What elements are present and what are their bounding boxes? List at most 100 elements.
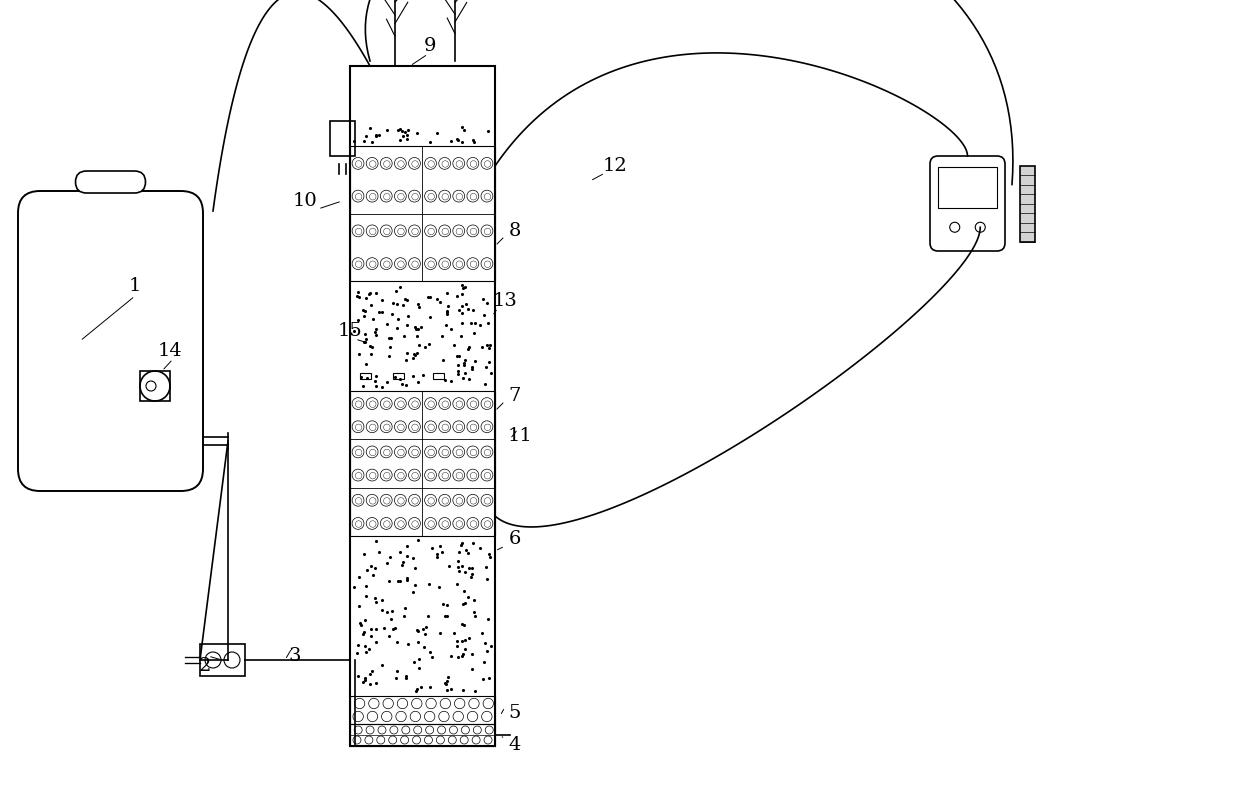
Point bbox=[366, 130, 386, 143]
Point bbox=[355, 614, 374, 626]
Point bbox=[465, 609, 485, 622]
Point bbox=[393, 298, 413, 311]
Point bbox=[448, 289, 467, 302]
Point bbox=[403, 352, 423, 364]
Point bbox=[356, 640, 376, 653]
Point bbox=[448, 554, 467, 567]
Point bbox=[398, 132, 418, 145]
Point bbox=[356, 357, 376, 370]
Point bbox=[366, 287, 386, 300]
Point bbox=[441, 682, 461, 695]
Point bbox=[448, 133, 467, 146]
Point bbox=[389, 372, 409, 385]
Point bbox=[419, 136, 439, 149]
Point bbox=[454, 356, 474, 369]
Point bbox=[353, 628, 373, 641]
Bar bbox=[140, 371, 170, 401]
Point bbox=[353, 304, 373, 316]
Point bbox=[372, 594, 392, 606]
Point bbox=[408, 636, 428, 649]
Point bbox=[345, 580, 365, 593]
Point bbox=[453, 598, 472, 610]
Point bbox=[355, 135, 374, 147]
Point bbox=[348, 290, 368, 303]
Point bbox=[378, 630, 398, 642]
Point bbox=[444, 626, 464, 639]
Point bbox=[370, 129, 389, 142]
Point bbox=[433, 353, 453, 366]
Text: 13: 13 bbox=[492, 292, 517, 310]
Point bbox=[377, 606, 397, 619]
Point bbox=[472, 626, 492, 639]
Point bbox=[353, 626, 373, 638]
Point bbox=[403, 370, 423, 383]
Point bbox=[419, 337, 439, 350]
Point bbox=[476, 360, 496, 373]
Point bbox=[444, 338, 464, 351]
Point bbox=[396, 293, 415, 306]
Point bbox=[451, 288, 471, 300]
Point bbox=[366, 328, 386, 341]
Point bbox=[386, 622, 405, 634]
Point bbox=[409, 662, 429, 674]
Point bbox=[455, 634, 475, 646]
Point bbox=[366, 326, 386, 339]
Point bbox=[453, 618, 472, 630]
Point bbox=[423, 541, 443, 554]
Point bbox=[451, 329, 471, 342]
Point bbox=[396, 602, 415, 614]
Point bbox=[449, 349, 469, 362]
Bar bbox=[350, 724, 495, 746]
Point bbox=[356, 304, 376, 317]
Point bbox=[387, 664, 407, 677]
Point bbox=[358, 642, 378, 655]
Point bbox=[463, 568, 482, 581]
Point bbox=[407, 329, 427, 342]
Point bbox=[407, 683, 427, 696]
Point bbox=[475, 377, 495, 390]
Point bbox=[451, 317, 471, 330]
Point bbox=[480, 356, 500, 368]
Point bbox=[451, 560, 471, 573]
Point bbox=[477, 645, 497, 658]
Point bbox=[345, 135, 365, 147]
Point bbox=[366, 676, 386, 689]
Point bbox=[436, 674, 456, 687]
Point bbox=[465, 594, 485, 606]
Point bbox=[481, 639, 501, 652]
Point bbox=[456, 544, 476, 557]
Point bbox=[476, 572, 496, 585]
Point bbox=[405, 323, 425, 336]
Point bbox=[372, 658, 392, 671]
Point bbox=[436, 599, 456, 612]
Text: 15: 15 bbox=[337, 322, 362, 340]
Point bbox=[413, 368, 433, 381]
Point bbox=[408, 624, 428, 637]
Point bbox=[463, 360, 482, 373]
Point bbox=[408, 323, 428, 336]
Point bbox=[366, 636, 386, 649]
Point bbox=[432, 329, 451, 342]
Point bbox=[429, 581, 449, 594]
Point bbox=[448, 359, 467, 372]
Point bbox=[393, 559, 413, 572]
Point bbox=[454, 371, 474, 384]
Point bbox=[365, 375, 384, 388]
Point bbox=[398, 347, 418, 360]
Point bbox=[362, 299, 382, 312]
Point bbox=[386, 671, 405, 684]
Point bbox=[355, 336, 374, 348]
Point bbox=[455, 367, 475, 380]
Point bbox=[350, 600, 370, 613]
Point bbox=[459, 562, 479, 574]
Point bbox=[379, 332, 399, 344]
Point bbox=[387, 636, 407, 649]
Point bbox=[464, 304, 484, 316]
Point bbox=[438, 670, 458, 683]
Point bbox=[412, 681, 432, 694]
Point bbox=[356, 646, 376, 658]
Point bbox=[351, 370, 371, 383]
Text: 10: 10 bbox=[293, 192, 317, 210]
Point bbox=[357, 291, 377, 304]
Text: 1: 1 bbox=[129, 277, 141, 295]
